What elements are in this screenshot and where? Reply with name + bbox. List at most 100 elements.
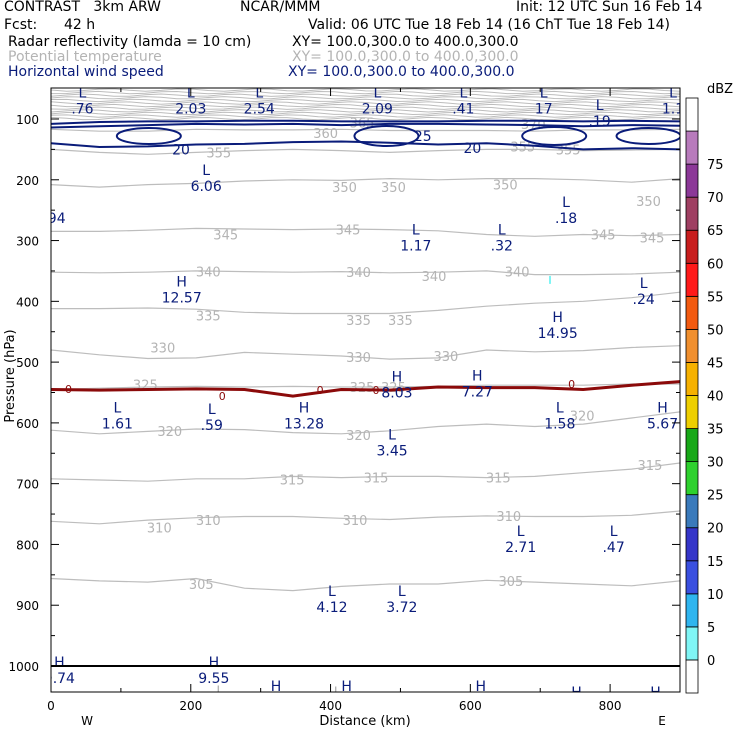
- wind-extremum-high-marker: H: [209, 655, 220, 671]
- y-tick-label: 800: [16, 538, 39, 552]
- plot-frame: [50, 87, 681, 693]
- x-tick-label: 0: [47, 699, 55, 713]
- wind-extremum-low-marker: L: [202, 163, 210, 179]
- theta-contour-label: 335: [388, 314, 413, 329]
- theta-contour-label: 350: [381, 181, 406, 196]
- wind-extremum-low-marker: L: [596, 98, 604, 114]
- theta-contour-350: [51, 177, 680, 188]
- wind-extremum-value: .24: [633, 292, 655, 308]
- theta-contour-label: 320: [570, 410, 595, 425]
- wind-extremum-value: 6.06: [191, 179, 222, 195]
- colorbar-level-label: 40: [707, 390, 724, 405]
- colorbar-level-label: 50: [707, 323, 724, 338]
- wind-extremum-low-marker: L: [373, 86, 381, 102]
- colorbar-segment: [685, 626, 699, 661]
- x-tick-label: 800: [599, 699, 622, 713]
- wind-extremum-low-marker: L: [640, 276, 648, 292]
- colorbar-level-label: 25: [707, 489, 724, 504]
- wind-extremum-value: .76: [71, 102, 93, 118]
- wind-extremum-low-marker: L: [208, 402, 216, 418]
- wind-extremum-low-marker: L: [498, 222, 506, 238]
- theta-contour-325: [51, 383, 680, 391]
- wind-extremum-value: .41: [452, 102, 474, 118]
- reflectivity-zero-label: 0: [65, 383, 72, 396]
- colorbar-segment: [685, 196, 699, 231]
- wind-extremum-value: 17: [535, 102, 553, 118]
- theta-contour-label: 315: [280, 473, 305, 488]
- wind-contour-25: [51, 122, 680, 129]
- field-wind: Horizontal wind speed: [8, 64, 164, 80]
- colorbar-level-label: 45: [707, 356, 724, 371]
- colorbar-level-label: 75: [707, 158, 724, 173]
- wind-extremum-value: .32: [491, 238, 513, 254]
- colorbar-segment: [685, 593, 699, 628]
- colorbar-level-label: 20: [707, 522, 724, 537]
- reflectivity-cell: [549, 275, 552, 284]
- theta-contour-label: 325: [133, 379, 158, 394]
- wind-extremum-value: .18: [555, 211, 577, 227]
- theta-contour-label: 310: [147, 521, 172, 536]
- valid-time: Valid: 06 UTC Tue 18 Feb 14 (16 ChT Tue …: [308, 17, 671, 33]
- wind-extremum-low-marker: L: [517, 524, 525, 540]
- colorbar-segment: [685, 659, 699, 694]
- colorbar-segment: [685, 494, 699, 529]
- wind-extremum-low-marker: L: [459, 86, 467, 102]
- colorbar-segment: [685, 229, 699, 264]
- colorbar-segment: [685, 362, 699, 396]
- colorbar-level-label: 70: [707, 191, 724, 206]
- wind-extremum-value: 1.1: [662, 102, 684, 118]
- wind-extremum-value: 2.09: [362, 102, 393, 118]
- theta-extremum-marker: L: [138, 709, 146, 725]
- colorbar-level-label: 5: [707, 621, 715, 636]
- init-time: Init: 12 UTC Sun 16 Feb 14: [516, 0, 703, 15]
- wind-extremum-value: 3.72: [386, 600, 417, 616]
- colorbar-level-label: 10: [707, 588, 724, 603]
- theta-contour-label: 330: [346, 351, 371, 366]
- theta-contour-340: [51, 270, 680, 276]
- colorbar-segment: [685, 560, 699, 595]
- wind-extremum-low-marker: L: [540, 86, 548, 102]
- wind-extremum-high-marker: H: [299, 401, 310, 417]
- wind-extremum-value: 2.03: [175, 102, 206, 118]
- theta-contour-label: 310: [196, 514, 221, 529]
- x-tick-label: 400: [319, 699, 342, 713]
- colorbar-segment: [685, 163, 699, 198]
- wind-contour-core: [615, 127, 680, 146]
- theta-contour-label: 340: [505, 266, 530, 281]
- theta-contour-label: 315: [364, 472, 389, 487]
- field-theta: Potential temperature: [8, 49, 162, 65]
- theta-contour-label: 305: [189, 578, 214, 593]
- theta-contour-label: 345: [640, 232, 665, 247]
- wind-extremum-low-marker: L: [669, 86, 677, 102]
- wind-extremum-value: 12.57: [162, 291, 202, 307]
- wind-extremum-low-marker: L: [562, 195, 570, 211]
- colorbar-level-label: 15: [707, 555, 724, 570]
- colorbar-segment: [685, 295, 699, 330]
- reflectivity-zero-label: 0: [219, 390, 226, 403]
- wind-contour-core: [521, 126, 588, 147]
- theta-contour-345: [51, 227, 680, 237]
- theta-contour-label: 315: [486, 472, 511, 487]
- wind-extremum-low-marker: L: [328, 584, 336, 600]
- wind-contour-core: [115, 127, 182, 146]
- model-title: CONTRAST 3km ARW: [4, 0, 162, 15]
- theta-extremum-value: 301.9: [122, 725, 162, 740]
- y-tick-label: 600: [16, 417, 39, 431]
- wind-extremum-high-marker: H: [54, 655, 65, 671]
- theta-contour-label: 360: [313, 127, 338, 142]
- colorbar-level-label: 0: [707, 654, 715, 669]
- x-axis-label: Distance (km): [319, 714, 410, 729]
- wind-contour-20: [51, 119, 680, 125]
- wind-extremum-value: 1.17: [400, 238, 431, 254]
- wind-extremum-low-marker: L: [610, 524, 618, 540]
- wind-extremum-high-marker: H: [392, 370, 403, 386]
- reflectivity-zero-label: 0: [317, 384, 324, 397]
- y-tick-label: 1000: [8, 660, 39, 674]
- theta-contour-305: [51, 577, 680, 592]
- colorbar-layer: 0 5 10 15 20 25 30 35 40 45 50 55 60 65 70 75 dBZ: [685, 82, 733, 694]
- theta-contour-label: 345: [213, 228, 238, 243]
- wind-extremum-value: 14.95: [538, 326, 578, 342]
- field-reflectivity-xy: XY= 100.0,300.0 to 400.0,300.0: [292, 34, 519, 50]
- theta-contour-335: [51, 291, 680, 315]
